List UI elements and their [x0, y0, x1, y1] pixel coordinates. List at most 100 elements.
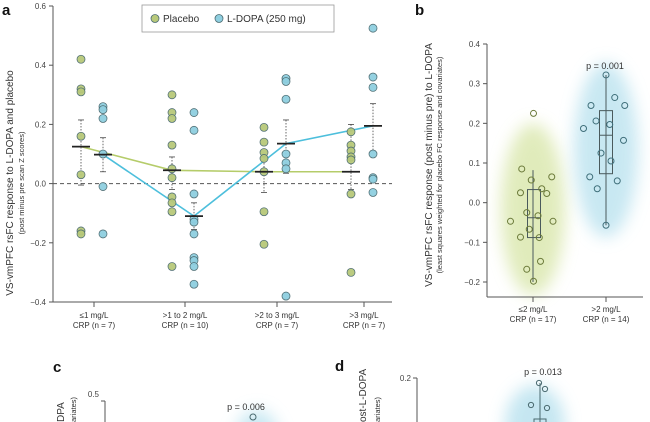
- panel-b-xtick-label: ≤2 mg/L: [519, 305, 548, 314]
- panel-b-ytick-label: −0.2: [464, 278, 480, 287]
- high-crp-point: [621, 101, 629, 109]
- panel-c: c 0.5 DPA ariates) p = 0.006: [53, 359, 275, 422]
- panel-d-ylabel-sub: ariates): [373, 396, 382, 422]
- ldopa-point: [189, 262, 199, 271]
- low-crp-point: [517, 233, 524, 241]
- low-crp-point: [523, 209, 531, 217]
- high-crp-point: [597, 149, 605, 157]
- panel-b-plot: [507, 71, 629, 285]
- low-crp-point: [530, 277, 537, 285]
- panel-c-ytick-label: 0.5: [88, 390, 100, 399]
- panel-c-ylabel: DPA: [56, 402, 67, 422]
- panel-d-letter: d: [335, 358, 344, 375]
- ldopa-point: [189, 125, 199, 135]
- panel-d-box: [533, 418, 547, 422]
- placebo-point: [76, 170, 86, 180]
- panel-b-ytick-label: 0.0: [469, 199, 481, 208]
- low-crp-point: [549, 217, 557, 225]
- ldopa-mean-line: [102, 125, 374, 218]
- high-crp-point: [580, 124, 587, 132]
- panel-b-xtick-label: CRP (n = 17): [510, 315, 557, 324]
- ldopa-point: [189, 229, 199, 239]
- high-crp-point: [586, 173, 594, 181]
- ldopa-point: [368, 23, 378, 33]
- panel-b-pvalue: p = 0.001: [586, 61, 624, 71]
- ldopa-point: [98, 182, 108, 191]
- panel-d: d 0.2 ost-L-DOPA ariates) p = 0.013: [335, 358, 565, 422]
- ldopa-point: [368, 188, 378, 197]
- ldopa-point: [98, 229, 108, 239]
- high-crp-point: [606, 121, 614, 129]
- placebo-point: [259, 207, 269, 217]
- panel-a-ytick-label: 0.4: [35, 61, 47, 70]
- panel-c-violin: [239, 410, 275, 422]
- panel-a-xtick-label: CRP (n = 7): [256, 321, 299, 330]
- panel-d-point: [527, 401, 535, 409]
- panel-a-plot: [53, 23, 392, 301]
- high-crp-point: [607, 157, 615, 165]
- panel-c-point: [249, 413, 257, 421]
- placebo-point: [346, 189, 356, 199]
- placebo-mean-line: [80, 145, 351, 173]
- panel-b-xtick-label: CRP (n = 14): [583, 315, 630, 324]
- low-crp-point: [517, 189, 524, 197]
- placebo-point: [259, 239, 269, 249]
- placebo-point: [167, 262, 177, 271]
- ldopa-point: [281, 94, 291, 104]
- ldopa-point: [98, 114, 108, 123]
- panel-a-ylabel-sub: (post minus pre scan Z scores): [17, 131, 26, 234]
- panel-c-pvalue: p = 0.006: [227, 402, 265, 412]
- high-crp-point: [593, 185, 601, 193]
- ldopa-point: [189, 108, 199, 117]
- panel-a-letter: a: [2, 2, 11, 19]
- low-crp-point: [535, 234, 543, 242]
- ldopa-point: [98, 105, 108, 114]
- low-crp-point: [507, 217, 514, 225]
- panel-a-ylabel: VS-vmPFC rsFC response to L-DOPA and pla…: [5, 70, 16, 296]
- placebo-point: [76, 87, 86, 97]
- panel-d-point: [535, 379, 543, 387]
- ldopa-point: [368, 83, 378, 92]
- panel-c-letter: c: [53, 359, 61, 376]
- low-crp-point: [538, 185, 546, 193]
- low-crp-point: [534, 212, 542, 220]
- panel-d-point: [543, 404, 551, 412]
- ldopa-point: [368, 72, 378, 82]
- placebo-point: [259, 154, 269, 163]
- placebo-point: [346, 155, 356, 165]
- placebo-point: [167, 140, 177, 150]
- high-crp-point: [602, 221, 610, 229]
- placebo-point: [76, 131, 86, 141]
- placebo-point: [259, 122, 269, 132]
- legend-placebo-label: Placebo: [163, 14, 200, 25]
- panel-a-xtick-label: ≤1 mg/L: [80, 311, 109, 320]
- panel-b: b VS-vmPFC rsFC response (post minus pre…: [415, 2, 643, 324]
- panel-a-xtick-label: CRP (n = 10): [162, 321, 209, 330]
- box-iqr: [599, 110, 613, 175]
- panel-d-pvalue: p = 0.013: [524, 367, 562, 377]
- low-crp-point: [525, 225, 533, 233]
- panel-a-xtick-label: CRP (n = 7): [73, 321, 116, 330]
- panel-b-ylabel-sub: (least squares weighted for placebo FC r…: [435, 56, 444, 273]
- panel-a-xtick-label: CRP (n = 7): [343, 321, 386, 330]
- low-crp-point: [518, 165, 526, 173]
- panel-b-ytick-label: 0.3: [469, 80, 481, 89]
- panel-b-ytick-label: 0.4: [469, 40, 481, 49]
- panel-a-ytick-label: −0.2: [30, 239, 46, 248]
- high-crp-point: [620, 136, 627, 144]
- ldopa-point: [281, 149, 291, 159]
- panel-b-ytick-label: 0.2: [469, 119, 481, 128]
- placebo-point: [76, 54, 86, 64]
- ldopa-point: [281, 291, 291, 301]
- panel-b-xtick-label: >2 mg/L: [591, 305, 621, 314]
- legend-placebo-marker: [150, 14, 160, 23]
- panel-c-ylabel-sub: ariates): [69, 396, 78, 422]
- placebo-point: [167, 90, 177, 100]
- legend-ldopa-label: L-DOPA (250 mg): [227, 14, 306, 25]
- panel-a-xtick-label: >2 to 3 mg/L: [255, 311, 300, 320]
- ldopa-point: [281, 77, 291, 86]
- low-crp-point: [530, 109, 537, 117]
- low-crp-point: [527, 176, 535, 184]
